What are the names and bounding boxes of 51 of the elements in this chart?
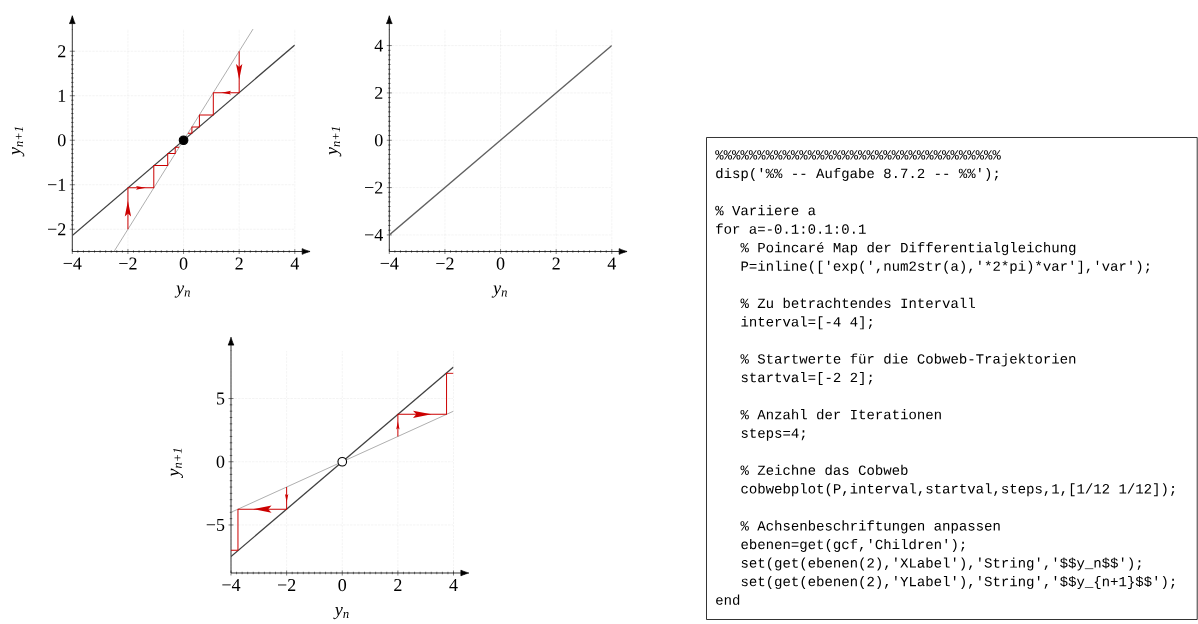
text: % Achsenbeschriftungen anpassen bbox=[740, 520, 1000, 534]
x-tick-label: 0 bbox=[496, 257, 505, 270]
text: cobwebplot(P,interval,startval,steps,1,[1/12 1/12]); bbox=[741, 483, 1175, 497]
x-axis-title: y$_{n}$ bbox=[333, 607, 349, 620]
x-tick-label: 4 bbox=[290, 257, 300, 270]
line-series bbox=[127, 146, 180, 230]
text: % Zu betrachtendes Intervall bbox=[740, 297, 975, 309]
text: ebenen=get(gcf,'Children'); bbox=[741, 538, 965, 552]
text: % Anzahl der Iterationen bbox=[740, 409, 941, 420]
y-axis-title: y$_{n+1}$ bbox=[170, 448, 183, 479]
x-tick-label: −2 bbox=[119, 257, 137, 270]
y-tick-label: 4 bbox=[374, 39, 383, 52]
y-axis-title: y$_{n+1}$ bbox=[12, 127, 25, 157]
text: % Startwerte für die Cobweb-Trajektorien bbox=[740, 353, 1076, 367]
y-tick-label: 0 bbox=[216, 455, 225, 468]
text: set(get(ebenen(2),'XLabel'),'String','$$y_n$$'); bbox=[741, 557, 1141, 571]
x-tick-label: 0 bbox=[179, 257, 188, 270]
x-tick-label: 2 bbox=[552, 257, 560, 270]
x-axis-title: y$_{n}$ bbox=[491, 285, 507, 298]
text: % Variiere a bbox=[715, 205, 816, 216]
y-axis-title: y$_{n+1}$ bbox=[329, 127, 342, 157]
x-tick-label: 4 bbox=[607, 257, 617, 270]
text: disp('%% -- Aufgabe 8.7.2 -- %%'); bbox=[716, 167, 998, 181]
text: P=inline(['exp(',num2str(a),'*2*pi)*var'],'var'); bbox=[741, 260, 1150, 274]
text: %%%%%%%%%%%%%%%%%%%%%%%%%%%%%%%%%% bbox=[715, 150, 1001, 160]
y-tick-label: 0 bbox=[374, 134, 383, 147]
text: steps=4; bbox=[741, 428, 805, 441]
y-tick-label: −1 bbox=[48, 178, 66, 191]
x-tick-label: 2 bbox=[394, 579, 402, 591]
y-tick-label: −5 bbox=[206, 518, 225, 531]
text: % Zeichne das Cobweb bbox=[740, 464, 908, 476]
y-tick-label: 5 bbox=[217, 392, 225, 405]
x-tick-label: 0 bbox=[338, 579, 347, 592]
x-tick-label: 2 bbox=[235, 257, 243, 270]
y-tick-label: −2 bbox=[48, 223, 66, 236]
y-tick-label: 1 bbox=[58, 89, 66, 102]
y-tick-label: 2 bbox=[375, 86, 383, 99]
x-tick-label: −2 bbox=[277, 579, 296, 591]
text: for a=-0.1:0.1:0.1 bbox=[716, 223, 866, 234]
y-tick-label: 0 bbox=[57, 134, 66, 147]
x-tick-label: 4 bbox=[449, 579, 458, 591]
text: startval=[-2 2]; bbox=[741, 371, 872, 385]
text: set(get(ebenen(2),'YLabel'),'String','$$y_{n+1}$$'); bbox=[741, 576, 1175, 590]
y-tick-label: −2 bbox=[365, 181, 383, 194]
x-axis-title: y$_{n}$ bbox=[174, 285, 190, 298]
y-tick-label: −4 bbox=[365, 228, 383, 241]
y-tick-label: 2 bbox=[58, 45, 66, 58]
text: % Poincaré Map der Differentialgleichung bbox=[740, 242, 1076, 256]
x-tick-label: −2 bbox=[436, 257, 454, 270]
text: end bbox=[716, 594, 740, 605]
text: interval=[-4 4]; bbox=[741, 316, 872, 330]
